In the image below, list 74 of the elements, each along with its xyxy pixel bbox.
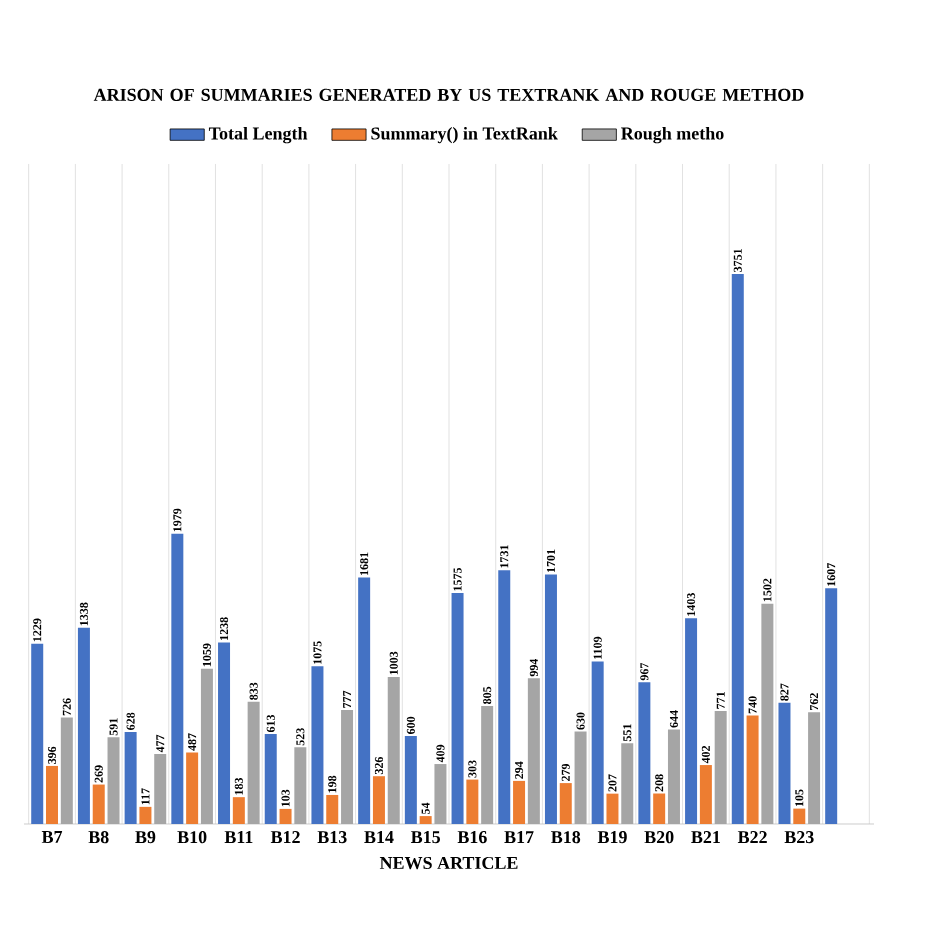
bar [527, 678, 540, 824]
x-tick-label: B10 [177, 831, 207, 844]
bar [294, 747, 307, 824]
bar [544, 574, 557, 824]
bar [621, 743, 634, 824]
bar [653, 793, 666, 824]
x-tick-label: B8 [88, 831, 109, 844]
bar [667, 729, 680, 824]
bar [31, 643, 44, 824]
bar [154, 754, 167, 824]
bar [372, 776, 385, 824]
bar [793, 808, 806, 824]
bar [746, 715, 759, 824]
bar [77, 627, 90, 824]
bar [699, 765, 712, 824]
bar [481, 705, 494, 824]
bar [139, 806, 152, 824]
bar [559, 783, 572, 824]
bar [279, 808, 292, 824]
x-tick-label: B22 [737, 831, 767, 844]
bar [92, 784, 105, 824]
bar [606, 793, 619, 824]
bar [60, 717, 73, 824]
bar [591, 661, 604, 824]
bar [124, 731, 137, 824]
x-tick-label: B15 [410, 831, 440, 844]
x-tick-label: B21 [691, 831, 720, 844]
bar [264, 734, 277, 824]
bar [466, 779, 479, 824]
bar [200, 668, 213, 824]
x-tick-label: B23 [784, 831, 814, 844]
bar [341, 710, 354, 824]
chart-title: ARISON OF SUMMARIES GENERATED BY US TEXTRANK AND ROUGE METHOD [93, 88, 804, 101]
bar [808, 712, 821, 824]
bar [451, 593, 464, 824]
legend-label: Summary() in TextRank [371, 126, 558, 144]
legend-label: Total Length [208, 126, 308, 144]
x-tick-label: B12 [270, 831, 300, 844]
x-tick-label: B9 [135, 831, 156, 844]
bar [358, 577, 371, 824]
bar [311, 666, 324, 824]
bar [778, 702, 791, 824]
x-tick-label: B20 [644, 831, 674, 844]
bar [761, 603, 774, 824]
bar [171, 533, 184, 824]
bar [387, 676, 400, 824]
bar [326, 794, 339, 824]
bar [232, 797, 245, 824]
bar [714, 710, 727, 824]
x-axis-title: NEWS ARTICLE [379, 856, 518, 870]
x-tick-label: B18 [551, 831, 581, 844]
bar [218, 642, 231, 824]
x-tick-label: B7 [41, 831, 63, 843]
bar [685, 618, 698, 824]
x-tick-label: B14 [364, 831, 394, 844]
bar [731, 273, 744, 824]
bar [638, 682, 651, 824]
bar [498, 570, 511, 824]
bar [46, 765, 59, 824]
bar [186, 752, 199, 824]
legend-label: Rough metho [621, 126, 724, 144]
bar [107, 737, 120, 824]
x-tick-label: B11 [224, 831, 253, 844]
bar [574, 731, 587, 824]
x-tick-label: B19 [597, 831, 627, 844]
x-tick-label: B17 [504, 831, 534, 844]
bar [419, 816, 432, 824]
bar [513, 780, 526, 824]
bar [404, 736, 417, 824]
x-tick-label: B13 [317, 831, 347, 844]
bar [825, 588, 838, 824]
bar [247, 701, 260, 824]
x-tick-label: B16 [457, 831, 487, 844]
bar [434, 764, 447, 824]
